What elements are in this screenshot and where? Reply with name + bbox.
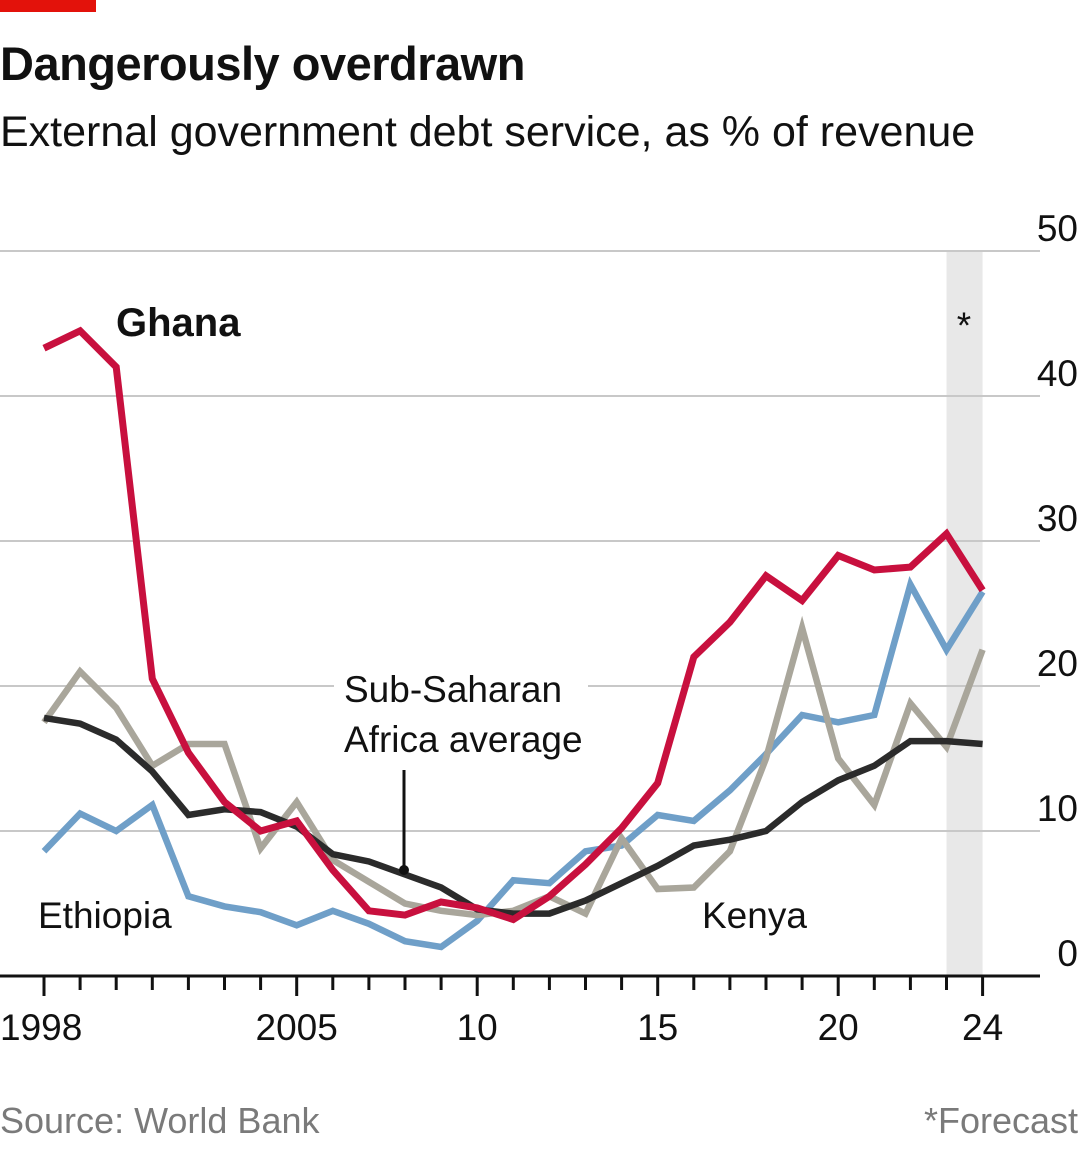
x-tick-label-2015: 15: [637, 1007, 678, 1048]
label-average-background: [334, 660, 588, 768]
series-labels: Ghana Sub-Saharan Africa average Ethiopi…: [38, 301, 971, 936]
label-kenya: Kenya: [702, 895, 807, 936]
x-tick-label-1998: 1998: [0, 1007, 82, 1048]
chart-title: Dangerously overdrawn: [0, 37, 525, 90]
gridlines: [0, 250, 1040, 832]
x-tick-label-2020: 20: [818, 1007, 859, 1048]
forecast-band: [946, 250, 983, 976]
y-tick-label-20: 20: [1037, 643, 1078, 684]
y-axis-ticks: 0 10 20 30 40 50: [1037, 208, 1078, 974]
series-line-average: [43, 714, 983, 917]
y-tick-label-0: 0: [1057, 933, 1078, 974]
label-average-line1: Sub-Saharan: [344, 669, 562, 710]
forecast-footnote: *Forecast: [923, 1100, 1078, 1141]
label-ghana: Ghana: [116, 301, 241, 345]
y-tick-label-10: 10: [1037, 788, 1078, 829]
y-tick-label-30: 30: [1037, 498, 1078, 539]
label-ethiopia: Ethiopia: [38, 895, 172, 936]
forecast-marker: *: [957, 305, 971, 346]
label-average-pointer-dot: [399, 865, 409, 875]
chart-subtitle: External government debt service, as % o…: [0, 108, 976, 156]
x-tick-label-2010: 10: [457, 1007, 498, 1048]
x-tick-label-2005: 2005: [256, 1007, 338, 1048]
y-tick-label-40: 40: [1037, 353, 1078, 394]
series-line-ghana: [42, 326, 986, 924]
series-lines: [41, 326, 986, 951]
source-note: Source: World Bank: [0, 1100, 320, 1141]
label-average-line2: Africa average: [344, 719, 583, 760]
x-axis: 1998 2005 10 15 20 24: [0, 974, 1040, 1048]
y-tick-label-50: 50: [1037, 208, 1078, 249]
brand-red-tag: [0, 0, 96, 12]
forecast-band-layer: [946, 250, 983, 976]
x-tick-label-2024: 24: [962, 1007, 1003, 1048]
